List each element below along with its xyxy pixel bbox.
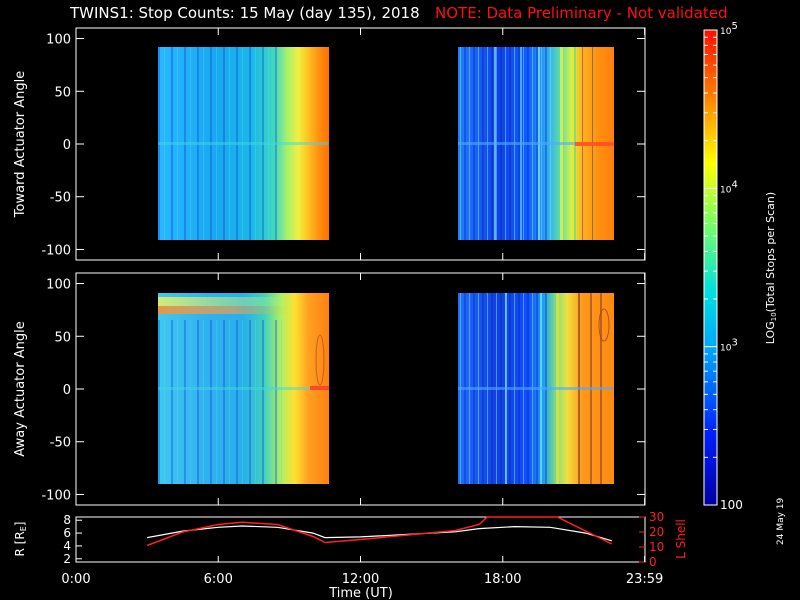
- colorbar-tick-label: 100: [720, 498, 743, 512]
- colorbar-label: LOG10(Total Stops per Scan): [764, 192, 778, 344]
- y-tick-label: 100: [46, 278, 71, 293]
- r-axis-label: R [RE]: [13, 522, 28, 557]
- colorbar-tick-label: 105: [720, 21, 738, 37]
- away-band-orange: [158, 306, 288, 314]
- y-tick-label: 0: [63, 383, 71, 398]
- y-tick-label: -50: [50, 191, 71, 206]
- toward-y-ticks: 100 50 0 -50 -100: [41, 33, 645, 258]
- time-tick-label: 23:59: [626, 572, 663, 587]
- toward-zero-line-hot: [575, 142, 614, 146]
- panel-toward: 100 50 0 -50 -100 Toward Actuator Angle: [13, 27, 646, 261]
- r-series-line: [146, 525, 612, 542]
- chart-title: TWINS1: Stop Counts: 15 May (day 135), 2…: [70, 4, 420, 22]
- toward-x-ticks: [75, 28, 646, 260]
- lshell-tick-label: 10: [649, 540, 664, 554]
- away-x-ticks: [75, 273, 646, 505]
- away-ylabel: Away Actuator Angle: [13, 321, 28, 456]
- r-tick-label: 8: [63, 513, 71, 527]
- colorbar: 105 104 103 100 LOG10(Total Stops per Scan): [703, 21, 778, 512]
- r-tick-label: 6: [63, 526, 71, 540]
- away-zero-line: [458, 387, 614, 390]
- lshell-tick-label: 0: [649, 555, 657, 569]
- time-axis-ticks: 0:00 6:00 12:00 18:00 23:59: [61, 556, 663, 587]
- away-block-1-stripes: [158, 320, 283, 484]
- away-y-ticks: 100 50 0 -50 -100: [41, 278, 645, 503]
- time-tick-label: 6:00: [204, 572, 233, 587]
- time-tick-label: 12:00: [342, 572, 379, 587]
- lshell-axis-label: L Shell: [674, 519, 688, 559]
- y-tick-label: 100: [46, 33, 71, 48]
- time-tick-label: 0:00: [61, 572, 90, 587]
- toward-zero-line: [158, 142, 329, 145]
- colorbar-tick-label: 104: [720, 179, 738, 195]
- colorbar-ticks: 105 104 103 100: [704, 21, 743, 512]
- y-tick-label: 0: [63, 138, 71, 153]
- away-feature: [598, 308, 610, 342]
- away-zero-line: [158, 387, 329, 390]
- y-tick-label: -100: [41, 488, 71, 503]
- y-tick-label: -100: [41, 243, 71, 258]
- colorbar-gradient: [704, 30, 717, 505]
- preliminary-note: NOTE: Data Preliminary - Not validated: [435, 4, 728, 22]
- panel-away: 100 50 0 -50 -100 Away Actuator Angle: [13, 272, 646, 506]
- away-zero-line-hot: [310, 386, 329, 390]
- lshell-series-line: [146, 516, 613, 547]
- r-tick-label: 4: [63, 539, 71, 553]
- time-axis-label: Time (UT): [328, 586, 393, 600]
- time-tick-label: 18:00: [484, 572, 521, 587]
- colorbar-tick-label: 103: [720, 338, 738, 354]
- r-tick-label: 2: [63, 552, 71, 566]
- toward-ylabel: Toward Actuator Angle: [13, 71, 28, 218]
- y-tick-label: 50: [54, 330, 71, 345]
- toward-zero-line: [458, 142, 575, 145]
- lshell-tick-label: 20: [649, 525, 664, 539]
- y-tick-label: -50: [50, 436, 71, 451]
- y-tick-label: 50: [54, 85, 71, 100]
- away-band-yellow: [158, 297, 298, 306]
- away-feature: [315, 334, 325, 386]
- lshell-tick-label: 30: [649, 510, 664, 524]
